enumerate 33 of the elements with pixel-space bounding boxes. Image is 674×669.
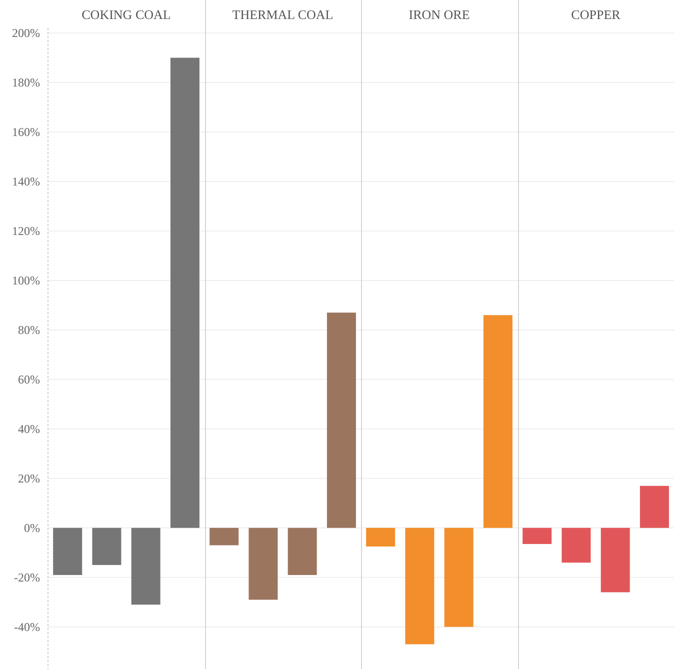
- text: IRON ORE: [408, 6, 471, 24]
- bar: [170, 58, 200, 528]
- y-tick-label: 60%: [18, 372, 40, 387]
- bar: [210, 528, 239, 546]
- bar: [366, 528, 396, 546]
- y-tick-label: 180%: [12, 76, 40, 90]
- y-tick-label: 100%: [12, 274, 40, 288]
- bar: [131, 528, 160, 605]
- y-tick-label: 20%: [18, 472, 40, 486]
- bar: [444, 528, 474, 627]
- y-tick-label: 140%: [12, 174, 40, 189]
- bar: [405, 528, 434, 644]
- y-tick-label: 80%: [18, 323, 40, 338]
- y-tick-label: 120%: [12, 224, 40, 238]
- y-tick-label: 160%: [12, 125, 40, 140]
- bar: [600, 528, 630, 592]
- y-tick-label: 40%: [18, 422, 40, 436]
- bar: [53, 528, 82, 575]
- y-tick-label: -40%: [14, 620, 40, 634]
- bar: [640, 486, 669, 528]
- bar: [92, 528, 122, 566]
- text: THERMAL COAL: [231, 6, 334, 24]
- bar: [288, 528, 317, 575]
- bar: [522, 528, 552, 544]
- text: COPPER: [570, 6, 622, 24]
- y-tick-label: -20%: [14, 570, 40, 585]
- text: COKING COAL: [80, 6, 172, 24]
- bar: [562, 528, 591, 563]
- bar: [483, 315, 512, 528]
- bar: [326, 312, 356, 528]
- y-tick-label: 200%: [12, 26, 40, 40]
- y-tick-label: 0%: [24, 521, 40, 536]
- bar: [248, 528, 278, 600]
